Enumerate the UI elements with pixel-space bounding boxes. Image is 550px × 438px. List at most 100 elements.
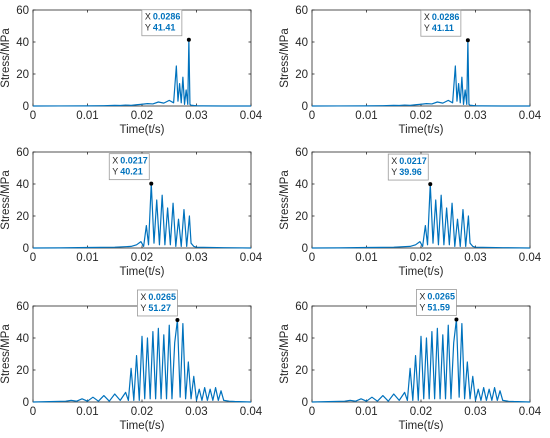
x-tick-label: 0.02 — [410, 252, 432, 264]
datatip-y-value: 41.11 — [432, 23, 454, 33]
y-tick-label: 20 — [295, 69, 308, 81]
x-tick-label: 0.03 — [464, 406, 486, 418]
chart-panel-5: 0 0.01 0.02 0.03 0.04 0 20 40 60 Time(t/s) Stress/… — [0, 289, 263, 432]
x-tick-label: 0.01 — [355, 406, 377, 418]
y-tick-label: 60 — [295, 5, 308, 17]
datatip-x-label: X — [145, 12, 151, 22]
y-tick-label: 0 — [302, 101, 308, 113]
chart-panel-6: 0 0.01 0.02 0.03 0.04 0 20 40 60 Time(t/s) Stress/… — [279, 289, 542, 432]
datatip-x-value: 0.0286 — [153, 12, 181, 22]
x-tick-label: 0.04 — [519, 252, 542, 264]
datatip-marker — [186, 37, 191, 42]
stress-series-line — [311, 39, 530, 107]
x-tick-label: 0.03 — [185, 252, 207, 264]
x-tick-label: 0 — [30, 110, 36, 122]
x-axis-label: Time(t/s) — [399, 420, 444, 432]
y-axis-label: Stress/MPa — [0, 28, 12, 88]
x-tick-label: 0.03 — [185, 406, 207, 418]
datatip-box — [420, 9, 462, 37]
datatip-y-value: 51.59 — [427, 302, 450, 312]
datatip-y-label: Y — [391, 167, 397, 177]
datatip-marker — [149, 181, 154, 186]
datatip-y-label: Y — [145, 23, 151, 33]
datatip-box — [108, 153, 150, 181]
x-tick-label: 0.01 — [355, 252, 377, 264]
y-axis-label: Stress/MPa — [0, 324, 12, 384]
datatip-x-value: 0.0265 — [427, 291, 455, 301]
x-tick-label: 0.04 — [240, 110, 263, 122]
y-tick-label: 40 — [16, 333, 29, 345]
datatip-x-label: X — [112, 156, 118, 166]
x-tick-label: 0.01 — [355, 110, 377, 122]
chart-panel-1: 0 0.01 0.02 0.03 0.04 0 20 40 60 Time(t/s) Stress/… — [0, 5, 263, 136]
x-tick-label: 0.01 — [76, 406, 98, 418]
y-tick-label: 0 — [302, 397, 308, 409]
x-tick-label: 0 — [30, 406, 36, 418]
chart-panel-3: 0 0.01 0.02 0.03 0.04 0 20 40 60 Time(t/s) Stress/… — [0, 147, 263, 278]
y-tick-label: 20 — [295, 365, 308, 377]
y-tick-label: 60 — [16, 301, 29, 313]
x-tick-label: 0.02 — [131, 110, 153, 122]
datatip-y-label: Y — [419, 302, 425, 312]
datatip-y-value: 41.41 — [153, 23, 176, 33]
x-axis-label: Time(t/s) — [120, 420, 165, 432]
datatip-y-value: 40.21 — [120, 167, 143, 177]
y-tick-label: 40 — [16, 37, 29, 49]
x-tick-label: 0.04 — [240, 252, 263, 264]
y-tick-label: 60 — [16, 5, 29, 17]
y-axis-label: Stress/MPa — [279, 324, 291, 384]
datatip-y-value: 39.96 — [399, 167, 422, 177]
datatip-y-label: Y — [140, 303, 146, 313]
y-tick-label: 20 — [16, 211, 29, 223]
datatip-y-value: 51.27 — [148, 303, 171, 313]
y-tick-label: 40 — [295, 333, 308, 345]
datatip-x-value: 0.0217 — [399, 156, 427, 166]
x-tick-label: 0.02 — [410, 110, 432, 122]
y-tick-label: 40 — [16, 179, 29, 191]
x-tick-label: 0 — [309, 110, 315, 122]
datatip-y-label: Y — [112, 167, 118, 177]
x-tick-label: 0 — [309, 406, 315, 418]
x-tick-label: 0 — [309, 252, 315, 264]
x-tick-label: 0.02 — [410, 406, 432, 418]
stress-series-line — [32, 39, 251, 107]
datatip-marker — [428, 182, 433, 187]
datatip-x-value: 0.0286 — [432, 12, 460, 22]
x-tick-label: 0.03 — [185, 110, 207, 122]
stress-series-line — [32, 319, 252, 403]
y-tick-label: 20 — [16, 365, 29, 377]
datatip-y-label: Y — [424, 23, 430, 33]
stress-series-line — [311, 318, 531, 403]
datatip-x-label: X — [424, 12, 430, 22]
x-tick-label: 0.03 — [464, 252, 486, 264]
y-tick-label: 20 — [16, 69, 29, 81]
x-axis-label: Time(t/s) — [399, 266, 444, 278]
stress-series-line — [311, 183, 531, 249]
y-axis-label: Stress/MPa — [279, 170, 291, 230]
chart-panel-2: 0 0.01 0.02 0.03 0.04 0 20 40 60 Time(t/s) Stress/… — [279, 5, 542, 136]
y-tick-label: 0 — [302, 243, 308, 255]
y-tick-label: 60 — [295, 147, 308, 159]
stress-series-line — [32, 183, 252, 249]
datatip-marker — [465, 38, 470, 43]
plot-area-box — [311, 305, 531, 403]
plot-area-box — [32, 305, 252, 403]
y-tick-label: 60 — [295, 301, 308, 313]
y-tick-label: 0 — [23, 243, 29, 255]
x-tick-label: 0.04 — [240, 406, 263, 418]
x-axis-label: Time(t/s) — [120, 266, 165, 278]
datatip-x-label: X — [419, 291, 425, 301]
y-tick-label: 40 — [295, 179, 308, 191]
y-tick-label: 40 — [295, 37, 308, 49]
y-axis-label: Stress/MPa — [0, 170, 12, 230]
datatip-marker — [175, 317, 180, 322]
x-tick-label: 0.04 — [519, 406, 542, 418]
x-tick-label: 0.01 — [76, 110, 98, 122]
y-tick-label: 0 — [23, 101, 29, 113]
datatip-marker — [454, 317, 459, 322]
x-axis-label: Time(t/s) — [399, 124, 444, 136]
chart-panel-4: 0 0.01 0.02 0.03 0.04 0 20 40 60 Time(t/s) Stress/… — [279, 147, 542, 278]
x-tick-label: 0.04 — [519, 110, 542, 122]
datatip-box — [137, 289, 178, 317]
datatip-x-label: X — [391, 156, 397, 166]
